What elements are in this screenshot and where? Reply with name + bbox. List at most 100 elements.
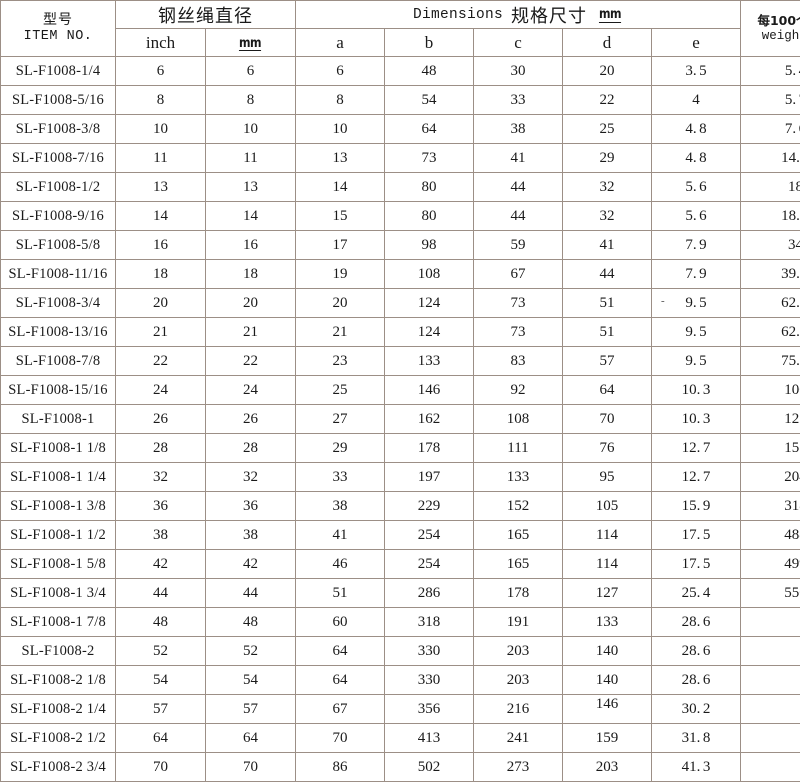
- header-dimensions-english: Dimensions: [413, 7, 503, 23]
- cell-b: 54: [385, 86, 474, 115]
- cell-d: 22: [563, 86, 652, 115]
- cell-e: 3.5: [652, 57, 741, 86]
- cell-d: 105: [563, 492, 652, 521]
- cell-weight: [741, 608, 800, 637]
- cell-mm: 13: [206, 173, 296, 202]
- cell-item-no: SL-F1008-1 1/4: [1, 463, 116, 492]
- cell-a: 33: [296, 463, 385, 492]
- cell-a: 70: [296, 724, 385, 753]
- cell-mm: 8: [206, 86, 296, 115]
- cell-e: 5.6: [652, 202, 741, 231]
- cell-item-no: SL-F1008-2 1/8: [1, 666, 116, 695]
- cell-d: 146: [563, 695, 652, 724]
- cell-mm: 38: [206, 521, 296, 550]
- cell-b: 80: [385, 173, 474, 202]
- header-item-no-chinese: 型号: [1, 12, 115, 28]
- cell-a: 14: [296, 173, 385, 202]
- cell-mm: 70: [206, 753, 296, 782]
- cell-mm: 28: [206, 434, 296, 463]
- cell-mm: 36: [206, 492, 296, 521]
- cell-item-no: SL-F1008-2 1/4: [1, 695, 116, 724]
- cell-e: 4.8: [652, 144, 741, 173]
- cell-e: 10.3: [652, 405, 741, 434]
- cell-inch: 16: [116, 231, 206, 260]
- cell-e: 5.6: [652, 173, 741, 202]
- cell-b: 502: [385, 753, 474, 782]
- cell-e: 4: [652, 86, 741, 115]
- header-col-mm: mm: [206, 29, 296, 57]
- cell-d: 140: [563, 666, 652, 695]
- cell-c: 203: [474, 637, 563, 666]
- cell-a: 60: [296, 608, 385, 637]
- cell-a: 29: [296, 434, 385, 463]
- cell-d: 41: [563, 231, 652, 260]
- cell-d: 57: [563, 347, 652, 376]
- cell-weight: 125: [741, 405, 800, 434]
- cell-weight: 488: [741, 521, 800, 550]
- cell-a: 19: [296, 260, 385, 289]
- cell-c: 216: [474, 695, 563, 724]
- cell-b: 80: [385, 202, 474, 231]
- cell-a: 6: [296, 57, 385, 86]
- cell-c: 30: [474, 57, 563, 86]
- cell-d: 44: [563, 260, 652, 289]
- cell-e: 12.7: [652, 463, 741, 492]
- cell-e: 25.4: [652, 579, 741, 608]
- cell-weight: [741, 724, 800, 753]
- cell-e: 7.9: [652, 231, 741, 260]
- cell-item-no: SL-F1008-15/16: [1, 376, 116, 405]
- cell-b: 356: [385, 695, 474, 724]
- cell-d: 133: [563, 608, 652, 637]
- cell-mm: 6: [206, 57, 296, 86]
- cell-mm: 32: [206, 463, 296, 492]
- cell-item-no: SL-F1008-2 1/2: [1, 724, 116, 753]
- cell-mm: 57: [206, 695, 296, 724]
- cell-inch: 11: [116, 144, 206, 173]
- cell-b: 229: [385, 492, 474, 521]
- cell-a: 15: [296, 202, 385, 231]
- cell-b: 48: [385, 57, 474, 86]
- cell-mm: 24: [206, 376, 296, 405]
- header-weight-chinese: 每100个重量: [741, 13, 800, 28]
- cell-weight: 5.7: [741, 86, 800, 115]
- cell-c: 73: [474, 318, 563, 347]
- header-dimensions-unit: mm: [597, 6, 623, 21]
- cell-d: 51: [563, 289, 652, 318]
- cell-inch: 38: [116, 521, 206, 550]
- cell-c: 44: [474, 202, 563, 231]
- cell-e: 10.3: [652, 376, 741, 405]
- cell-d: 76: [563, 434, 652, 463]
- cell-c: 165: [474, 550, 563, 579]
- table-row: SL-F1008-3/420202012473519.562.4: [1, 289, 800, 318]
- cell-inch: 36: [116, 492, 206, 521]
- cell-mm: 48: [206, 608, 296, 637]
- cell-d: 51: [563, 318, 652, 347]
- cell-a: 10: [296, 115, 385, 144]
- header-col-b: b: [385, 29, 474, 57]
- cell-b: 286: [385, 579, 474, 608]
- cell-item-no: SL-F1008-1 3/8: [1, 492, 116, 521]
- cell-inch: 52: [116, 637, 206, 666]
- cell-e: 31.8: [652, 724, 741, 753]
- cell-a: 8: [296, 86, 385, 115]
- cell-d: 32: [563, 173, 652, 202]
- cell-inch: 8: [116, 86, 206, 115]
- cell-inch: 44: [116, 579, 206, 608]
- cell-item-no: SL-F1008-1 1/2: [1, 521, 116, 550]
- cell-e: 12.7: [652, 434, 741, 463]
- cell-mm: 21: [206, 318, 296, 347]
- cell-e: 15.9: [652, 492, 741, 521]
- cell-mm: 18: [206, 260, 296, 289]
- cell-mm: 22: [206, 347, 296, 376]
- cell-c: 59: [474, 231, 563, 260]
